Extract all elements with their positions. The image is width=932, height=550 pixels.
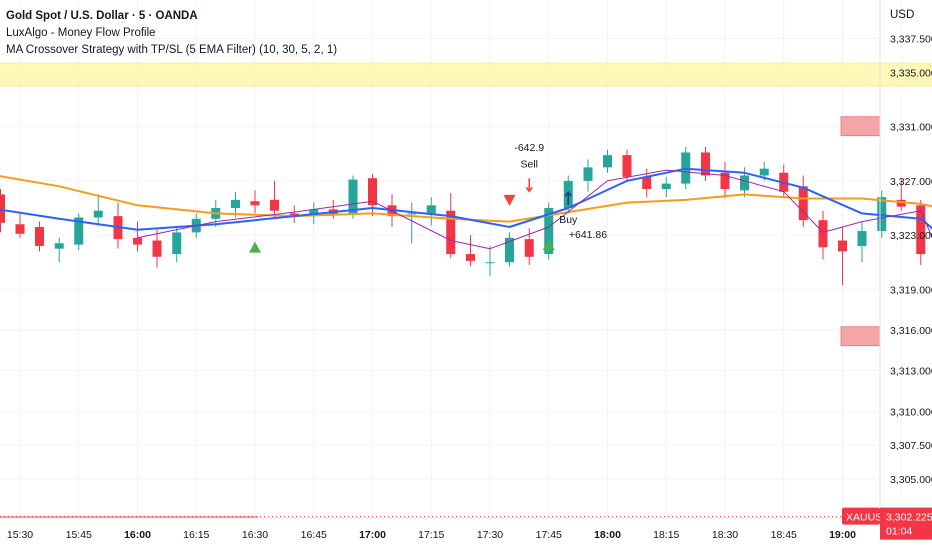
- tp-sl-box-2: [840, 326, 881, 347]
- time-tick-label: 18:00: [594, 529, 621, 541]
- candle-body: [505, 237, 515, 263]
- candle-body: [622, 155, 632, 177]
- time-tick-label: 18:15: [653, 529, 679, 541]
- chart-legend: Gold Spot / U.S. Dollar · 5 · OANDA LuxA…: [6, 8, 337, 59]
- ema-slow-line: [0, 175, 932, 223]
- symbol-title[interactable]: Gold Spot / U.S. Dollar · 5 · OANDA: [6, 10, 198, 22]
- buy-signal-triangle: [249, 241, 261, 253]
- time-tick-label: 18:30: [712, 529, 738, 541]
- price-tick-label: 3,331.000: [890, 122, 932, 134]
- time-tick-label: 19:00: [829, 529, 856, 541]
- sell-arrow-icon: [525, 178, 533, 193]
- candle-body: [0, 194, 5, 223]
- candle-body: [15, 224, 25, 234]
- candle-body: [54, 243, 64, 249]
- candle-body: [309, 209, 319, 217]
- price-tick-label: 3,327.000: [890, 176, 932, 188]
- candle-body: [289, 213, 299, 217]
- candle-body: [642, 176, 652, 190]
- ema-fast-line: [0, 167, 932, 231]
- candle-body: [465, 254, 475, 261]
- symbol-tag: [842, 507, 880, 525]
- buy-arrow-icon: [564, 190, 572, 206]
- time-tick-label: 15:30: [7, 529, 33, 541]
- candle-body: [93, 210, 103, 218]
- time-tick-label: 17:00: [359, 529, 386, 541]
- candle-body: [74, 217, 84, 245]
- candle-body: [270, 199, 280, 211]
- visible-range-bar: [0, 516, 258, 518]
- candle-body: [250, 201, 260, 206]
- price-tick-label: 3,337.500: [890, 34, 932, 46]
- price-tick-label: 3,307.500: [890, 440, 932, 452]
- price-tick-label: 3,323.000: [890, 230, 932, 242]
- indicator-ma-crossover[interactable]: MA Crossover Strategy with TP/SL (5 EMA …: [6, 44, 338, 56]
- candle-body: [603, 155, 612, 168]
- time-tick-label: 16:15: [183, 529, 209, 541]
- candle-body: [426, 205, 436, 214]
- time-tick-label: 16:45: [301, 529, 327, 541]
- candle-body: [133, 237, 142, 245]
- tp-sl-box-1: [840, 116, 881, 137]
- candle-body: [485, 262, 495, 264]
- candle-body: [348, 179, 358, 214]
- price-tick-label: 3,313.000: [890, 366, 932, 378]
- candle-body: [446, 210, 456, 255]
- ema-filter-line: [137, 169, 932, 250]
- time-tick-label: 15:45: [66, 529, 92, 541]
- candle-body: [407, 213, 417, 215]
- time-tick-label: 16:30: [242, 529, 268, 541]
- candle-body: [877, 197, 887, 232]
- time-tick-label: 16:00: [124, 529, 151, 541]
- candle-body: [720, 172, 730, 190]
- last-price-tag: [880, 507, 932, 540]
- price-tick-label: 3,316.000: [890, 325, 932, 337]
- candle-body: [368, 178, 377, 206]
- liquidity-zone: [0, 62, 932, 87]
- candle-body: [172, 232, 182, 255]
- signal-annotation: -642.9: [514, 142, 544, 154]
- candle-body: [838, 240, 847, 252]
- candle-body: [700, 152, 710, 176]
- symbol-tag-label: XAUUSD: [846, 512, 890, 524]
- sell-signal-triangle: [503, 194, 516, 206]
- candle-body: [759, 168, 769, 176]
- price-tick-label: 3,319.000: [890, 284, 932, 296]
- candle-body: [818, 220, 828, 248]
- candle-body: [524, 239, 534, 257]
- buy-signal-triangle: [542, 238, 555, 250]
- time-tick-label: 17:45: [536, 529, 562, 541]
- candle-body: [583, 167, 593, 181]
- candle-body: [916, 205, 926, 255]
- signal-annotation: Buy: [559, 214, 578, 226]
- candle-body: [544, 208, 554, 255]
- candle-body: [230, 199, 240, 208]
- candle-body: [896, 199, 906, 207]
- time-tick-label: 17:15: [418, 529, 444, 541]
- candle-body: [798, 186, 808, 221]
- candle-body: [35, 226, 45, 246]
- price-tick-label: 3,310.000: [890, 406, 932, 418]
- bar-countdown: 01:04: [886, 526, 912, 538]
- candle-body: [857, 231, 867, 246]
- candle-body: [661, 183, 671, 190]
- currency-label[interactable]: USD: [890, 9, 915, 21]
- price-tick-label: 3,335.000: [890, 68, 932, 80]
- signal-annotation: Sell: [520, 158, 538, 170]
- indicator-money-flow-profile[interactable]: LuxAlgo - Money Flow Profile: [6, 27, 156, 39]
- candle-body: [152, 240, 162, 257]
- candle-body: [740, 175, 750, 191]
- time-tick-label: 17:30: [477, 529, 503, 541]
- last-price-value: 3,302.225: [886, 512, 932, 524]
- signal-annotation: +641.86: [569, 229, 607, 241]
- price-tick-label: 3,305.000: [890, 474, 932, 486]
- time-tick-label: 18:45: [771, 529, 797, 541]
